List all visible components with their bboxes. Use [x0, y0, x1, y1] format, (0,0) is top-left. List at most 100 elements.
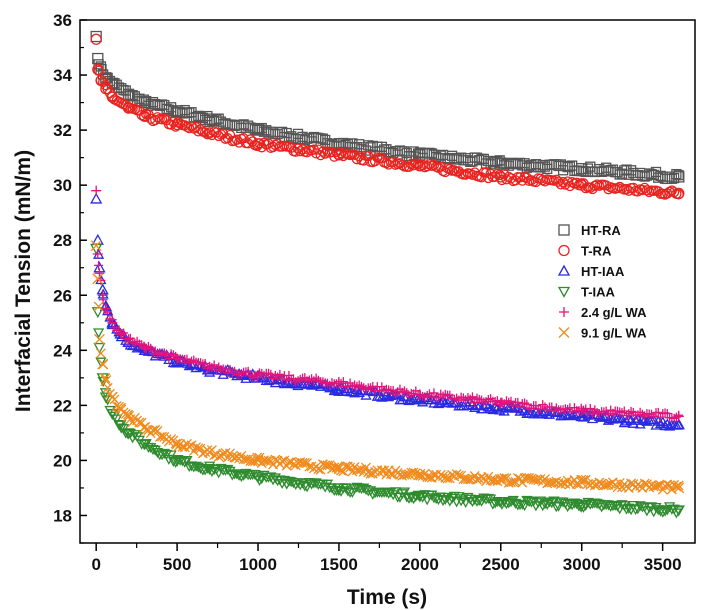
data-point-dense [215, 463, 227, 474]
data-point-dense [396, 393, 408, 405]
data-point-dense [361, 384, 371, 394]
data-point-dense [399, 386, 409, 396]
data-point-dense [311, 373, 321, 383]
legend-marker [558, 224, 570, 236]
data-point-dense [154, 431, 165, 442]
data-point-dense [98, 359, 109, 370]
data-point-dense [261, 455, 272, 466]
data-point-dense [427, 392, 437, 402]
data-point-dense [336, 378, 346, 388]
data-point-dense [108, 411, 121, 422]
data-point-dense [671, 412, 681, 422]
y-tick-label: 26 [53, 286, 72, 305]
data-point-dense [320, 460, 331, 471]
data-point-dense [318, 377, 328, 387]
data-point-dense [129, 430, 141, 441]
data-point-dense [367, 489, 379, 500]
data-point-dense [213, 451, 224, 462]
data-point-dense [327, 378, 337, 388]
y-tick-label: 36 [53, 11, 72, 30]
data-point-dense [282, 375, 292, 385]
data-point-dense [598, 411, 610, 422]
data-point-dense [673, 170, 684, 181]
data-point-dense [253, 475, 266, 486]
data-point-dense [578, 405, 588, 415]
data-point-dense [272, 476, 284, 487]
data-point-dense [96, 275, 106, 285]
data-point-dense [313, 375, 323, 385]
data-point-dense [193, 126, 204, 137]
data-point-dense [408, 467, 419, 478]
data-point-dense [528, 496, 540, 507]
data-point-dense [157, 349, 167, 359]
data-point [90, 240, 102, 252]
data-point [91, 233, 104, 245]
data-point-dense [455, 496, 467, 507]
series-2-4-g-l-wa [91, 185, 684, 423]
data-point-dense [428, 493, 440, 504]
data-point-dense [472, 393, 482, 403]
data-point-dense [541, 499, 553, 510]
legend-label: HT-RA [581, 223, 621, 238]
data-point-dense [582, 409, 594, 420]
data-point-dense [532, 498, 544, 509]
data-point [92, 52, 104, 65]
y-tick-label: 18 [53, 506, 72, 525]
data-point-dense [146, 343, 156, 353]
data-point-dense [102, 382, 113, 393]
data-point-dense [439, 494, 451, 506]
data-point-dense [607, 413, 619, 424]
data-point-dense [103, 307, 113, 317]
data-point-dense [291, 377, 301, 387]
data-point-dense [506, 396, 516, 406]
data-point-dense [93, 328, 105, 339]
data-point-dense [438, 391, 448, 401]
data-point-dense [204, 127, 215, 138]
data-point-dense [521, 495, 533, 506]
data-point-dense [388, 156, 399, 168]
data-point-dense [662, 409, 672, 419]
data-point-dense [516, 499, 528, 510]
data-point-dense [673, 480, 684, 491]
data-point-dense [449, 394, 459, 404]
data-point-dense [608, 408, 618, 418]
data-point-dense [673, 189, 684, 200]
data-point-dense [470, 398, 480, 408]
y-tick-label: 28 [53, 231, 72, 250]
data-point-dense [641, 415, 653, 426]
data-point-dense [673, 419, 685, 430]
data-point-dense [205, 362, 215, 372]
data-point-dense [388, 385, 398, 395]
data-point-dense [551, 403, 561, 413]
legend-item: T-RA [558, 244, 612, 259]
data-point-dense [467, 169, 478, 181]
data-point-dense [320, 148, 331, 159]
data-point-dense [440, 472, 451, 483]
data-point-dense [626, 407, 636, 417]
legend-label: 9.1 g/L WA [581, 326, 647, 341]
legend-marker [557, 286, 571, 298]
data-point-dense [563, 404, 573, 414]
data-point-dense [482, 401, 494, 412]
data-point-dense [520, 398, 530, 408]
legend-marker [559, 307, 569, 317]
data-point-dense [129, 103, 141, 115]
data-point-dense [351, 154, 363, 165]
data-point-dense [236, 369, 246, 379]
data-point-dense [206, 466, 218, 478]
data-point-dense [674, 410, 684, 420]
data-point-dense [489, 171, 501, 182]
data-point-dense [375, 386, 385, 396]
data-point-dense [342, 486, 354, 497]
data-point-dense [97, 76, 109, 88]
data-point-dense [543, 408, 556, 419]
y-tick-label: 24 [53, 341, 72, 360]
data-point-dense [669, 413, 679, 423]
data-point-dense [463, 393, 473, 403]
data-point-dense [671, 481, 682, 492]
plot-frame [79, 19, 696, 544]
data-point-dense [209, 360, 219, 370]
data-point-dense [95, 357, 107, 368]
data-point [93, 342, 106, 354]
legend-label: T-IAA [581, 285, 616, 300]
